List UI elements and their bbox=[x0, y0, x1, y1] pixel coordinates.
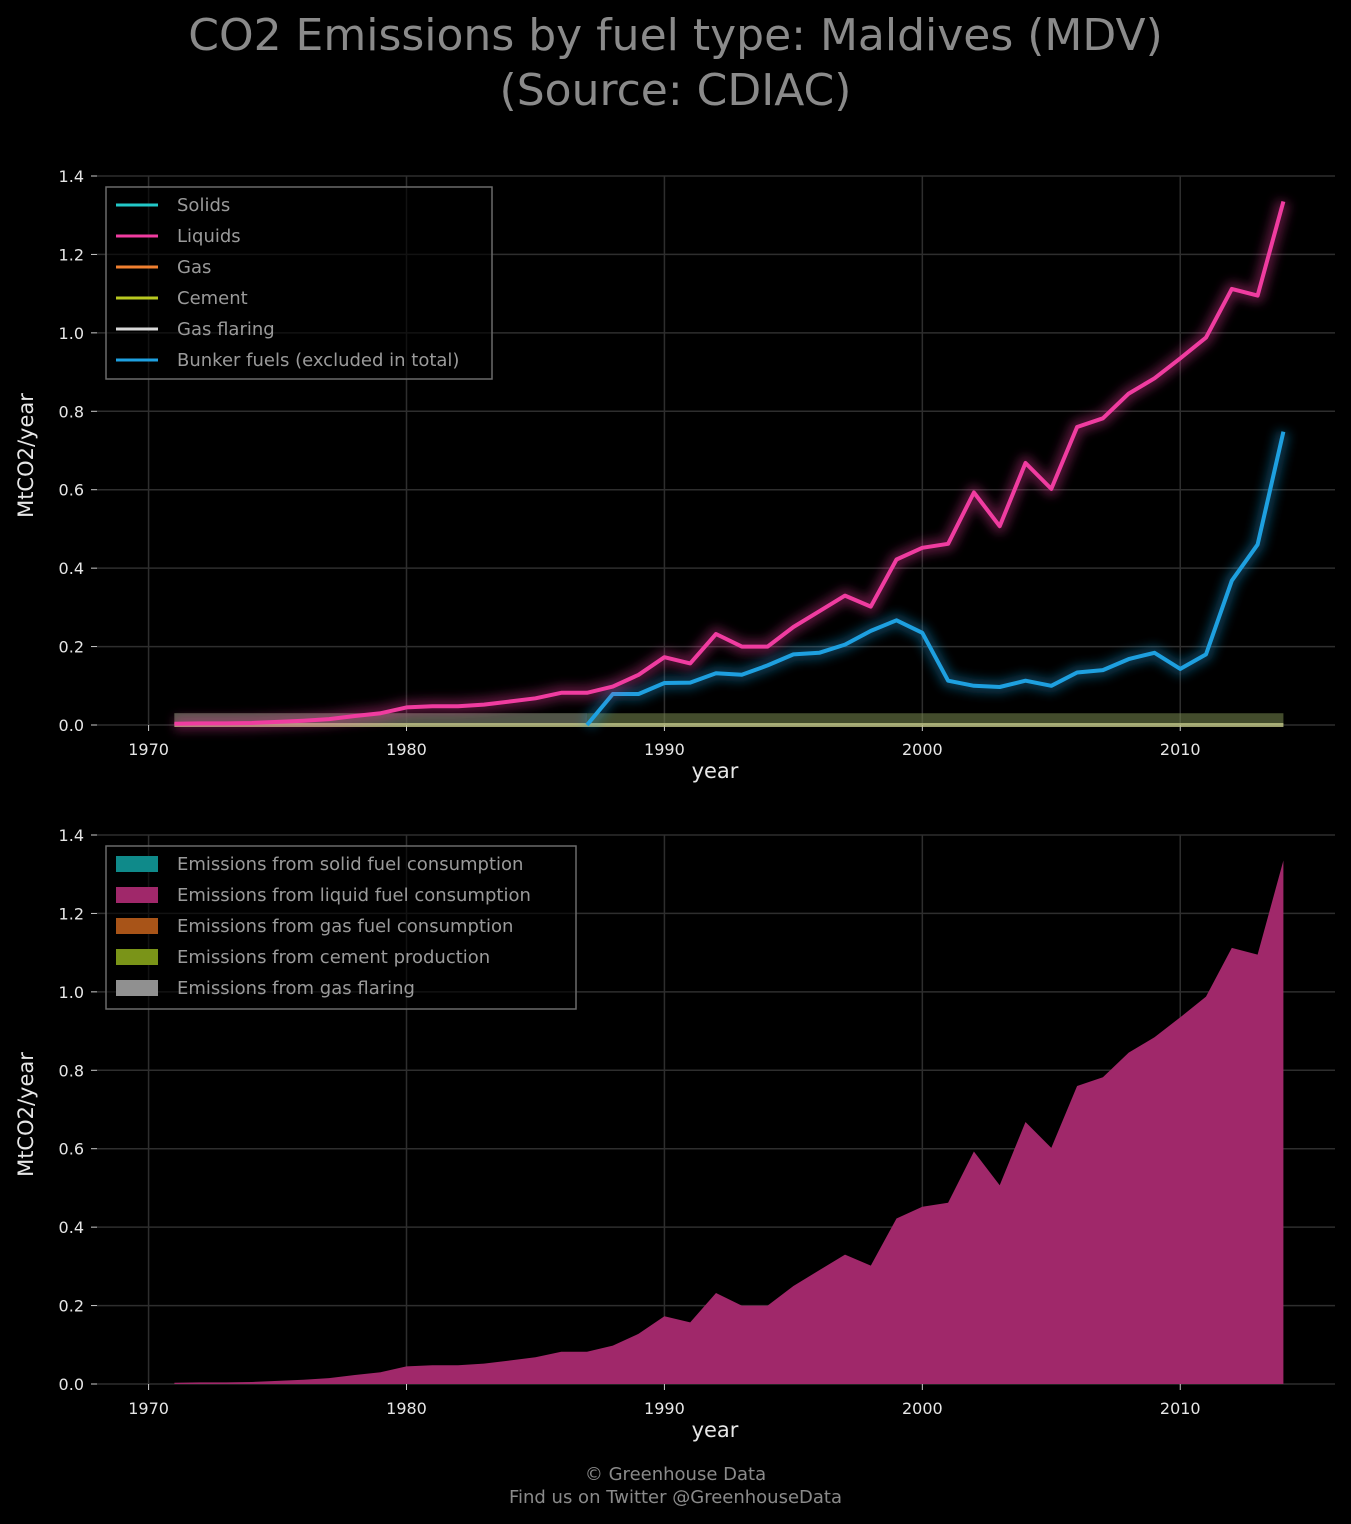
footer-copyright: © Greenhouse Data bbox=[584, 1464, 767, 1485]
x-tick-label: 1990 bbox=[644, 1399, 685, 1418]
legend-label: Gas bbox=[177, 257, 211, 278]
y-tick-label: 0.4 bbox=[59, 1218, 84, 1237]
legend-box bbox=[105, 845, 577, 1010]
area-chart-panel: 1970 1980 1990 2000 2010 0.0 0.2 0.4 0.6 0.8 1.0 1.… bbox=[14, 826, 1335, 1442]
x-axis-label: year bbox=[692, 759, 739, 783]
legend-label: Cement bbox=[177, 288, 248, 309]
x-tick-label: 1990 bbox=[644, 740, 685, 759]
legend-label: Gas flaring bbox=[177, 319, 275, 340]
y-axis-label: MtCO2/year bbox=[14, 393, 38, 518]
y-tick-label: 0.0 bbox=[59, 1375, 84, 1394]
legend-swatch-area_liquid bbox=[116, 887, 158, 903]
y-tick-label: 0.2 bbox=[59, 638, 84, 657]
x-tick-label: 1980 bbox=[386, 1399, 427, 1418]
x-tick-label: 2010 bbox=[1160, 740, 1201, 759]
x-tick-label: 1970 bbox=[128, 740, 169, 759]
series-line-bunker bbox=[585, 431, 1286, 727]
y-tick-label: 1.2 bbox=[59, 245, 84, 264]
y-tick-label: 1.0 bbox=[59, 983, 84, 1002]
y-tick-label: 0.8 bbox=[59, 1061, 84, 1080]
legend-swatch-area_flaring bbox=[116, 980, 158, 996]
y-tick-label: 1.4 bbox=[59, 826, 84, 845]
legend-label: Emissions from gas flaring bbox=[177, 978, 415, 999]
x-tick-label: 1980 bbox=[386, 740, 427, 759]
y-tick-label: 0.0 bbox=[59, 716, 84, 735]
legend-label: Emissions from solid fuel consumption bbox=[177, 854, 523, 875]
legend-label: Emissions from gas fuel consumption bbox=[177, 916, 513, 937]
y-axis-label: MtCO2/year bbox=[14, 1052, 38, 1177]
footer: © Greenhouse Data Find us on Twitter @Gr… bbox=[0, 1463, 1351, 1509]
x-tick-label: 2000 bbox=[902, 740, 943, 759]
y-tick-label: 0.4 bbox=[59, 559, 84, 578]
legend-label: Emissions from cement production bbox=[177, 947, 490, 968]
legend-swatch-area_solid bbox=[116, 856, 158, 872]
legend-swatch-area_cement bbox=[116, 949, 158, 965]
y-tick-label: 0.6 bbox=[59, 481, 84, 500]
zero-series-band bbox=[174, 713, 1284, 725]
chart-title-line1: CO2 Emissions by fuel type: Maldives (MD… bbox=[188, 10, 1163, 61]
y-tick-label: 0.2 bbox=[59, 1297, 84, 1316]
y-tick-label: 0.6 bbox=[59, 1140, 84, 1159]
y-tick-label: 0.8 bbox=[59, 402, 84, 421]
legend-label: Solids bbox=[177, 195, 230, 216]
y-tick-label: 1.4 bbox=[59, 167, 84, 186]
legend: Emissions from solid fuel consumption Emi… bbox=[105, 845, 577, 1010]
legend-label: Liquids bbox=[177, 226, 241, 247]
legend: Solids Liquids Gas Cement Gas flaring Bunker … bbox=[105, 186, 493, 380]
legend-box bbox=[105, 186, 493, 380]
y-tick-label: 1.2 bbox=[59, 904, 84, 923]
x-tick-label: 2000 bbox=[902, 1399, 943, 1418]
legend-label: Bunker fuels (excluded in total) bbox=[177, 350, 459, 371]
line-chart-panel: 1970 1980 1990 2000 2010 0.0 0.2 0.4 0.6 0.8 1.0 1.… bbox=[14, 167, 1335, 783]
x-tick-label: 1970 bbox=[128, 1399, 169, 1418]
legend-swatch-area_gas bbox=[116, 918, 158, 934]
chart-title-line2: (Source: CDIAC) bbox=[499, 65, 852, 116]
y-tick-label: 1.0 bbox=[59, 324, 84, 343]
series-line-liquids bbox=[174, 200, 1286, 726]
x-axis-label: year bbox=[692, 1418, 739, 1442]
x-tick-label: 2010 bbox=[1160, 1399, 1201, 1418]
area-area_liquid bbox=[174, 860, 1284, 1384]
footer-twitter: Find us on Twitter @GreenhouseData bbox=[508, 1487, 843, 1508]
chart-title: CO2 Emissions by fuel type: Maldives (MD… bbox=[0, 8, 1351, 118]
legend-label: Emissions from liquid fuel consumption bbox=[177, 885, 531, 906]
